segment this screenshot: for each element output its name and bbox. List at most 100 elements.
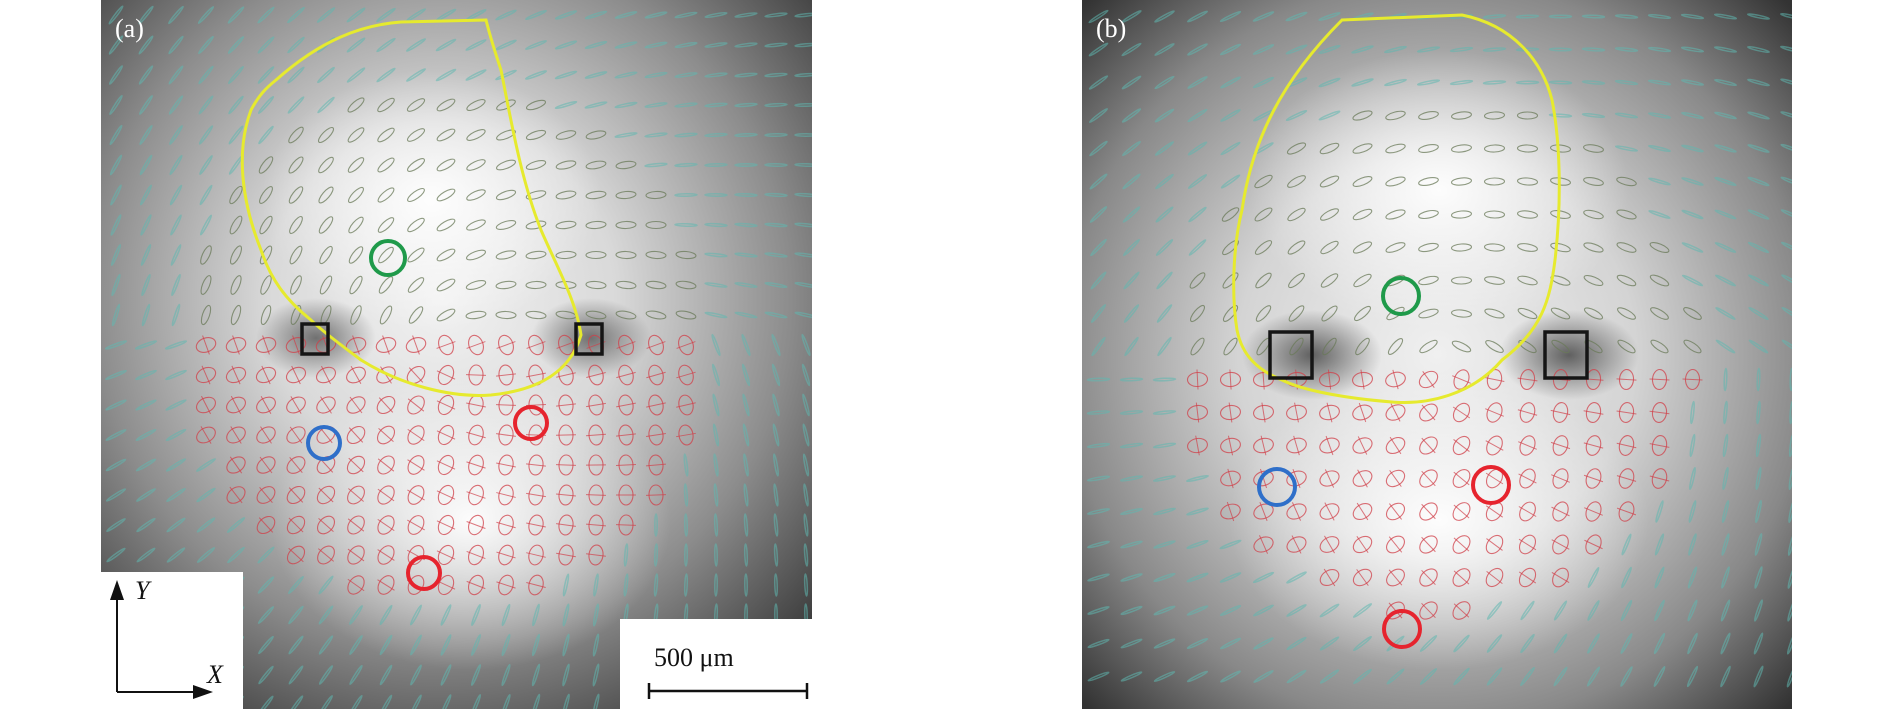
polarization-glyph xyxy=(1220,174,1241,189)
polarization-glyph xyxy=(1550,307,1571,320)
polarization-glyph xyxy=(772,423,780,447)
boundary-contour-b xyxy=(1232,13,1561,404)
polarization-glyph-axis xyxy=(348,457,364,473)
polarization-glyph xyxy=(593,573,599,597)
polarization-glyph xyxy=(1548,47,1573,52)
polarization-glyph xyxy=(501,663,511,687)
polarization-glyph-axis xyxy=(291,365,301,385)
polarization-glyph xyxy=(1153,605,1176,616)
polarization-glyph xyxy=(1451,144,1472,153)
polarization-glyph xyxy=(585,310,607,320)
polarization-glyph-axis xyxy=(407,428,425,442)
polarization-glyph xyxy=(1780,241,1792,254)
polarization-glyph xyxy=(106,517,126,533)
polarization-glyph xyxy=(1355,337,1370,356)
polarization-glyph xyxy=(614,71,638,79)
polarization-glyph-axis xyxy=(1518,506,1537,517)
polarization-glyph xyxy=(495,250,517,260)
polarization-glyph xyxy=(1449,46,1474,53)
polarization-glyph xyxy=(348,605,364,625)
polarization-glyph xyxy=(794,72,812,78)
polarization-glyph xyxy=(165,399,187,411)
polarization-glyph xyxy=(228,125,244,145)
polarization-glyph-axis xyxy=(1259,468,1268,489)
polarization-glyph xyxy=(440,604,452,626)
polarization-glyph xyxy=(1153,670,1176,683)
polarization-glyph xyxy=(1088,75,1109,90)
polarization-glyph xyxy=(1482,80,1507,85)
polarization-glyph-axis xyxy=(407,398,425,412)
polarization-glyph xyxy=(288,605,304,625)
marker-box-a-left xyxy=(300,322,330,356)
polarization-glyph-axis xyxy=(1392,369,1399,390)
polarization-glyph xyxy=(1091,336,1106,357)
polarization-glyph xyxy=(1647,13,1672,20)
polarization-glyph xyxy=(109,154,123,176)
polarization-glyph-axis xyxy=(1259,535,1268,554)
polarization-glyph xyxy=(1583,177,1604,186)
scale-bar-label: 500 μm xyxy=(654,643,734,672)
polarization-glyph xyxy=(257,576,275,594)
polarization-glyph xyxy=(1654,566,1665,589)
polarization-glyph xyxy=(110,244,122,266)
polarization-glyph-axis xyxy=(1421,503,1436,520)
polarization-glyph-axis xyxy=(318,548,334,562)
polarization-glyph xyxy=(1087,540,1110,549)
polarization-glyph xyxy=(1517,275,1538,286)
polarization-glyph xyxy=(1155,206,1174,223)
polarization-glyph xyxy=(1755,433,1762,458)
polarization-glyph-axis xyxy=(1486,538,1503,551)
polarization-glyph xyxy=(501,693,511,709)
polarization-glyph xyxy=(1119,410,1144,415)
polarization-glyph xyxy=(1516,111,1539,120)
polarization-glyph xyxy=(1786,665,1792,688)
polarization-glyph-axis xyxy=(260,396,272,414)
polarization-glyph-axis xyxy=(555,493,577,497)
polarization-glyph xyxy=(1788,466,1792,491)
polarization-glyph xyxy=(199,214,213,236)
polarization-glyph xyxy=(562,663,570,687)
polarization-glyph-axis xyxy=(1485,472,1504,485)
polarization-glyph xyxy=(495,310,517,320)
polarization-glyph-axis xyxy=(1325,435,1334,456)
polarization-glyph xyxy=(1520,600,1535,621)
polarization-glyph xyxy=(288,695,304,709)
polarization-glyph xyxy=(1614,14,1639,19)
polarization-glyph xyxy=(674,132,698,138)
bright-lobe-b-upper xyxy=(1249,50,1629,330)
polarization-glyph-axis xyxy=(290,396,302,414)
polarization-glyph xyxy=(1418,209,1439,220)
polarization-glyph xyxy=(525,40,547,50)
polarization-glyph xyxy=(1722,466,1729,491)
polarization-glyph xyxy=(1120,540,1143,549)
polarization-glyph xyxy=(704,72,728,78)
polarization-glyph xyxy=(1748,274,1769,287)
polarization-glyph-axis xyxy=(466,461,486,469)
polarization-glyph xyxy=(288,156,304,174)
polarization-glyph xyxy=(524,70,548,80)
polarization-glyph-axis xyxy=(229,456,243,474)
polarization-glyph xyxy=(1655,500,1664,523)
polarization-glyph xyxy=(1286,669,1307,684)
polarization-glyph-axis xyxy=(288,487,304,503)
polarization-glyph xyxy=(108,5,124,25)
polarization-glyph xyxy=(1688,533,1697,556)
polarization-glyph xyxy=(1781,339,1792,354)
polarization-glyph-axis xyxy=(1421,602,1436,619)
polarization-glyph xyxy=(1186,572,1209,583)
polarization-glyph xyxy=(743,483,749,507)
polarization-glyph xyxy=(1553,666,1568,687)
polarization-glyph xyxy=(227,36,245,54)
polarization-glyph xyxy=(348,186,364,204)
x-axis-arrowhead xyxy=(193,685,213,699)
polarization-glyph xyxy=(105,429,127,441)
polarization-glyph-axis xyxy=(526,552,546,558)
polarization-glyph-axis xyxy=(526,522,546,528)
polarization-glyph xyxy=(1090,304,1107,323)
polarization-glyph xyxy=(1450,243,1473,252)
polarization-glyph xyxy=(1714,78,1737,87)
polarization-glyph xyxy=(436,308,456,322)
polarization-glyph xyxy=(105,458,127,472)
polarization-glyph xyxy=(1121,42,1142,57)
polarization-glyph xyxy=(1789,400,1792,425)
